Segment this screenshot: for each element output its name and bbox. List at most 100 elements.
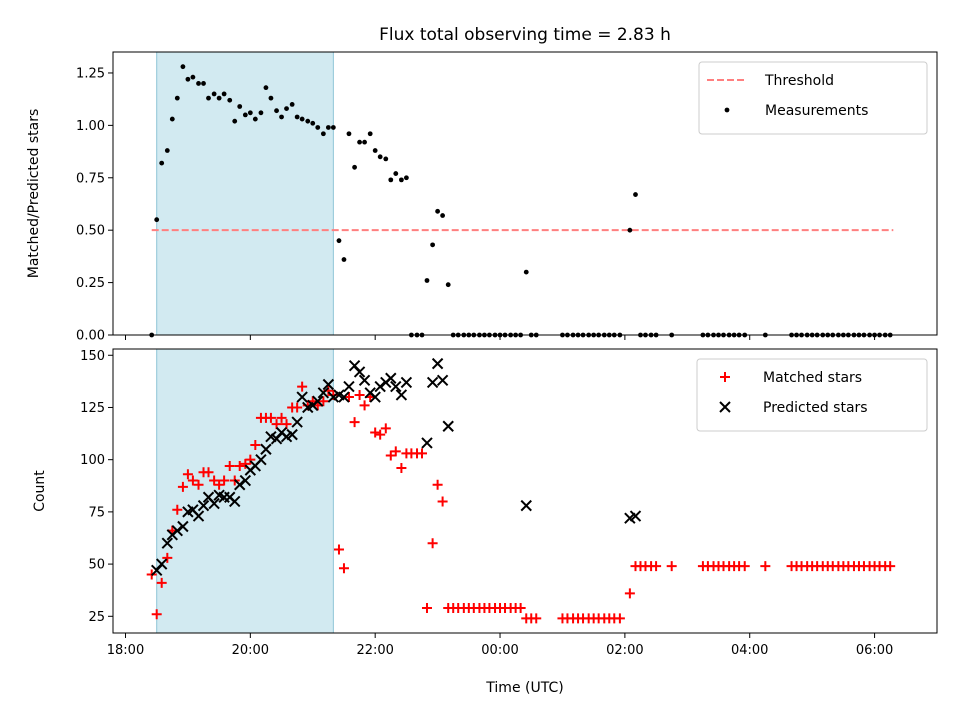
bottom-point-1-43	[374, 380, 386, 393]
bottom-point-1-1	[155, 558, 168, 570]
x-tick-label-3: 00:00	[481, 643, 518, 658]
top-y-axis-label: Matched/Predicted stars	[26, 109, 42, 279]
bottom-point-1-8	[192, 510, 205, 522]
bottom-point-0-20	[250, 440, 261, 451]
bottom-point-0-87	[624, 588, 635, 599]
bottom-point-0-1	[151, 609, 162, 620]
top-point-0-19	[247, 110, 253, 116]
bottom-point-0-52	[417, 448, 427, 459]
x-tick-label-6: 06:00	[856, 643, 893, 658]
bottom-point-0-17	[234, 460, 245, 471]
top-point-0-46	[388, 177, 394, 183]
top-point-0-72	[523, 269, 529, 275]
bottom-point-1-11	[208, 497, 220, 510]
bottom-point-0-54	[427, 538, 438, 549]
top-point-0-22	[263, 85, 269, 91]
top-legend-swatch-1	[724, 107, 730, 113]
top-point-0-44	[377, 154, 383, 160]
bottom-point-1-31	[312, 395, 324, 407]
top-y-tick-label-1: 0.25	[76, 276, 105, 291]
top-point-0-23	[268, 95, 274, 101]
top-point-0-24	[274, 108, 279, 114]
bottom-point-0-43	[370, 427, 381, 438]
bottom-point-0-33	[318, 396, 329, 407]
top-point-0-5	[174, 95, 180, 101]
bottom-point-0-44	[375, 429, 386, 440]
top-observing-span	[156, 51, 334, 336]
top-point-0-13	[216, 95, 222, 101]
bottom-series-matched-stars	[146, 381, 896, 624]
bottom-point-0-5	[172, 504, 183, 515]
bottom-point-0-40	[354, 389, 365, 400]
bottom-point-0-41	[359, 400, 370, 411]
top-point-0-30	[305, 118, 311, 124]
bottom-point-1-53	[442, 420, 454, 432]
top-legend-label-1: Measurements	[765, 103, 868, 119]
x-tick-label-5: 04:00	[731, 643, 768, 658]
bottom-point-1-51	[431, 357, 444, 370]
top-point-0-88	[633, 192, 638, 197]
bottom-point-1-47	[395, 389, 408, 401]
bottom-point-0-71	[515, 602, 526, 613]
bottom-point-1-36	[338, 391, 350, 403]
bottom-point-0-74	[531, 613, 542, 624]
top-point-0-54	[430, 242, 436, 248]
bottom-point-0-2	[156, 577, 167, 588]
top-point-0-20	[252, 116, 258, 122]
bottom-point-0-48	[396, 463, 407, 474]
top-panel: 0.00 0.25 0.50 0.75 1.00 1.25 Matched/Predicte…	[26, 51, 938, 344]
top-point-0-15	[227, 97, 233, 103]
top-point-0-29	[299, 116, 305, 122]
top-point-0-32	[315, 125, 321, 130]
bottom-point-0-102	[739, 561, 750, 572]
bottom-point-0-92	[651, 561, 662, 572]
top-y-tick-label-2: 0.50	[76, 224, 105, 239]
bottom-y-tick-label-1: 50	[88, 558, 105, 573]
chart-title: Flux total observing time = 2.83 h	[379, 25, 671, 45]
bottom-point-1-49	[421, 437, 433, 449]
bottom-y-tick-label-4: 125	[80, 401, 105, 416]
bottom-point-0-3	[162, 552, 173, 563]
top-point-0-38	[346, 131, 352, 137]
bottom-point-0-93	[666, 561, 677, 572]
x-tick-label-0: 18:00	[107, 643, 144, 658]
bottom-point-1-5	[177, 520, 189, 533]
bottom-legend-label-1: Predicted stars	[763, 400, 868, 416]
bottom-series-predicted-stars	[150, 357, 642, 577]
bottom-point-0-47	[390, 446, 401, 457]
bottom-point-0-25	[276, 412, 287, 423]
top-point-0-49	[403, 175, 409, 181]
bottom-point-0-6	[177, 481, 188, 492]
top-point-0-3	[164, 148, 170, 153]
top-legend-label-0: Threshold	[764, 73, 834, 89]
top-legend: Threshold Measurements	[698, 61, 928, 135]
top-point-0-2	[159, 160, 165, 166]
bottom-point-0-29	[297, 381, 308, 392]
top-point-0-47	[393, 171, 399, 176]
bottom-point-0-19	[245, 454, 256, 465]
bottom-point-1-17	[239, 474, 252, 487]
bottom-point-1-4	[171, 524, 184, 537]
top-point-0-40	[357, 139, 362, 145]
x-tick-label-4: 02:00	[606, 643, 643, 658]
top-point-0-26	[284, 106, 289, 111]
bottom-panel: 25 50 75 100 125 150 18:00 20:00 22:00 00:00 02:00…	[32, 348, 938, 658]
top-legend-box	[698, 61, 928, 135]
top-point-0-9	[196, 81, 201, 86]
x-tick-label-2: 22:00	[356, 643, 393, 658]
bottom-point-0-36	[333, 544, 344, 555]
top-point-0-35	[330, 125, 336, 130]
top-point-0-37	[341, 257, 347, 262]
bottom-point-0-55	[432, 479, 443, 490]
top-y-tick-label-4: 1.00	[76, 119, 105, 134]
bottom-y-tick-label-2: 75	[88, 505, 105, 520]
bottom-point-1-16	[234, 479, 246, 491]
bottom-y-axis-label: Count	[32, 470, 48, 512]
bottom-point-1-32	[317, 387, 330, 399]
bottom-y-tick-label-5: 150	[80, 349, 105, 364]
top-point-0-12	[211, 91, 217, 97]
bottom-point-1-40	[358, 374, 371, 387]
bottom-point-0-26	[281, 419, 292, 430]
top-axes-frame	[112, 51, 938, 336]
bottom-point-1-2	[161, 537, 174, 549]
